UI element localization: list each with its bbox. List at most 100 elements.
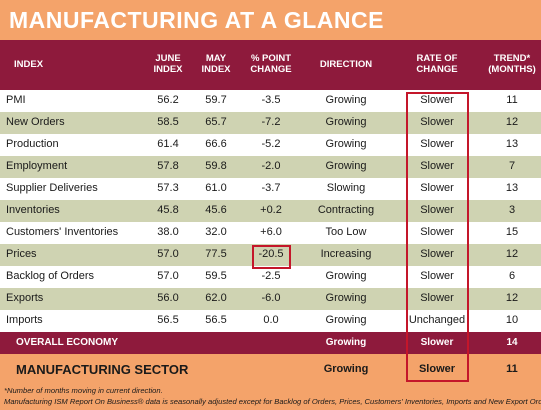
cell-direction: Growing: [325, 138, 367, 150]
cell-direction: Contracting: [317, 204, 375, 216]
overall-economy-row: OVERALL ECONOMY Growing Slower 14: [0, 332, 541, 354]
sector-label: MANUFACTURING SECTOR: [16, 362, 189, 377]
cell-rate: Slower: [420, 292, 454, 304]
overall-direction: Growing: [325, 337, 367, 348]
cell-index: Prices: [6, 248, 37, 260]
header-rate: RATE OF CHANGE: [398, 53, 476, 75]
cell-rate: Slower: [420, 94, 454, 106]
cell-change: -2.5: [261, 270, 281, 282]
table-row: Customers' Inventories 38.0 32.0 +6.0 Too Lo…: [0, 222, 541, 244]
cell-direction: Growing: [325, 270, 367, 282]
cell-direction: Growing: [325, 160, 367, 172]
cell-index: Production: [6, 138, 59, 150]
cell-rate: Slower: [420, 160, 454, 172]
header-trend: TREND* (MONTHS): [486, 53, 538, 75]
cell-change: -3.5: [261, 94, 281, 106]
header-change-line1: % POINT: [250, 53, 292, 64]
cell-direction: Growing: [325, 292, 367, 304]
cell-change: 0.0: [263, 314, 279, 326]
cell-index: New Orders: [6, 116, 65, 128]
cell-june: 58.5: [157, 116, 179, 128]
table-row: Imports 56.5 56.5 0.0 Growing Unchanged 10: [0, 310, 541, 332]
cell-direction: Growing: [325, 94, 367, 106]
cell-index: Exports: [6, 292, 44, 304]
cell-may: 59.5: [205, 270, 227, 282]
table-row: Inventories 45.8 45.6 +0.2 Contracting Slower…: [0, 200, 541, 222]
cell-rate: Slower: [420, 204, 454, 216]
header-june-line1: JUNE: [155, 53, 181, 64]
cell-trend: 11: [506, 94, 518, 106]
cell-rate: Slower: [420, 226, 454, 238]
cell-change: -2.0: [261, 160, 281, 172]
cell-rate: Slower: [420, 182, 454, 194]
cell-change: +0.2: [260, 204, 282, 216]
header-may-line2: INDEX: [201, 64, 231, 75]
overall-label: OVERALL ECONOMY: [16, 337, 119, 348]
footnote-seasonal: Manufacturing ISM Report On Business® da…: [4, 397, 541, 406]
cell-may: 45.6: [205, 204, 227, 216]
table-row: Employment 57.8 59.8 -2.0 Growing Slower 7: [0, 156, 541, 178]
cell-index: Inventories: [6, 204, 60, 216]
cell-rate: Slower: [420, 248, 454, 260]
cell-june: 57.0: [157, 270, 179, 282]
cell-index: Customers' Inventories: [6, 226, 119, 238]
cell-direction: Increasing: [320, 248, 372, 260]
cell-may: 61.0: [205, 182, 227, 194]
sector-trend: 11: [506, 363, 518, 375]
cell-trend: 3: [508, 204, 516, 216]
cell-index: Employment: [6, 160, 68, 172]
cell-change: -5.2: [261, 138, 281, 150]
cell-june: 56.2: [157, 94, 179, 106]
cell-may: 56.5: [205, 314, 227, 326]
cell-trend: 6: [508, 270, 516, 282]
cell-trend: 15: [505, 226, 519, 238]
cell-change: -7.2: [261, 116, 281, 128]
glance-table: INDEX JUNE INDEX MAY INDEX % POINT CHANG…: [0, 40, 541, 385]
cell-june: 38.0: [157, 226, 179, 238]
manufacturing-sector-row: MANUFACTURING SECTOR Growing Slower 11: [0, 354, 541, 385]
page-title: MANUFACTURING AT A GLANCE: [0, 0, 541, 40]
cell-trend: 13: [505, 182, 519, 194]
header-change: % POINT CHANGE: [243, 53, 299, 75]
cell-trend: 12: [505, 292, 519, 304]
header-trend-line2: (MONTHS): [488, 64, 536, 75]
cell-may: 77.5: [205, 248, 227, 260]
header-change-line2: CHANGE: [250, 64, 292, 75]
cell-may: 59.7: [205, 94, 227, 106]
cell-june: 56.0: [157, 292, 179, 304]
cell-trend: 12: [505, 116, 519, 128]
cell-may: 65.7: [205, 116, 227, 128]
cell-change: -20.5: [258, 248, 284, 260]
table-row: Exports 56.0 62.0 -6.0 Growing Slower 12: [0, 288, 541, 310]
header-june: JUNE INDEX: [145, 53, 191, 75]
cell-may: 32.0: [205, 226, 227, 238]
cell-direction: Too Low: [325, 226, 367, 238]
cell-rate: Slower: [420, 270, 454, 282]
cell-direction: Growing: [325, 314, 367, 326]
header-trend-line1: TREND*: [493, 53, 531, 64]
cell-index: Imports: [6, 314, 43, 326]
cell-direction: Growing: [325, 116, 367, 128]
table-row: Supplier Deliveries 57.3 61.0 -3.7 Slowing Sl…: [0, 178, 541, 200]
cell-trend: 12: [505, 248, 519, 260]
cell-change: -3.7: [261, 182, 281, 194]
cell-june: 56.5: [157, 314, 179, 326]
cell-june: 45.8: [157, 204, 179, 216]
header-direction: DIRECTION: [319, 59, 373, 70]
cell-trend: 10: [505, 314, 519, 326]
cell-rate: Slower: [420, 138, 454, 150]
cell-index: Supplier Deliveries: [6, 182, 98, 194]
header-rate-line1: RATE OF: [416, 53, 458, 64]
header-index: INDEX: [14, 59, 44, 70]
table-row: PMI 56.2 59.7 -3.5 Growing Slower 11: [0, 90, 541, 112]
table-header: INDEX JUNE INDEX MAY INDEX % POINT CHANG…: [0, 40, 541, 90]
cell-change: +6.0: [260, 226, 282, 238]
cell-index: PMI: [6, 94, 26, 106]
table-row: Prices 57.0 77.5 -20.5 Increasing Slower 12: [0, 244, 541, 266]
table-row: Production 61.4 66.6 -5.2 Growing Slower 13: [0, 134, 541, 156]
cell-trend: 13: [505, 138, 519, 150]
cell-may: 66.6: [205, 138, 227, 150]
footnote-trend: *Number of months moving in current dire…: [4, 386, 163, 395]
cell-june: 61.4: [157, 138, 179, 150]
table-row: Backlog of Orders 57.0 59.5 -2.5 Growing Slow…: [0, 266, 541, 288]
